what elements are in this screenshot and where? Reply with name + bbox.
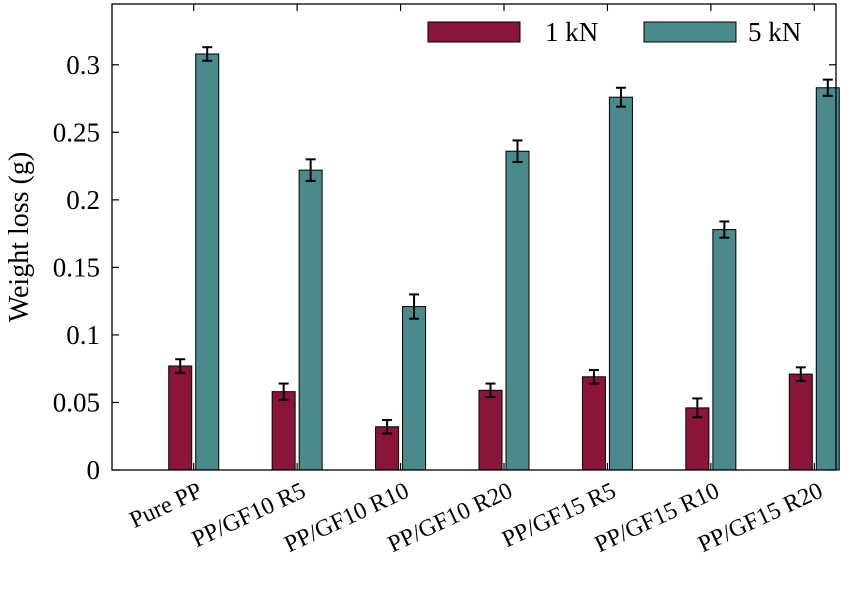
bar-5kn [402,306,427,471]
bar-1kn [581,376,606,471]
plot-frame [111,3,837,471]
y-tick-label: 0.1 [66,320,100,350]
y-tick-label: 0.05 [53,387,100,417]
bar-1kn [788,373,813,471]
bar-5kn [505,150,530,471]
bar-5kn [195,53,220,471]
y-axis-label: Weight loss (g) [4,152,35,322]
bar-5kn [608,96,633,471]
y-axis-ticks: 0 0.05 0.1 0.15 0.2 0.25 0.3 [53,50,836,485]
legend-label-1kn: 1 kN [545,17,598,47]
y-tick-label: 0.3 [66,50,100,80]
bar-1kn [168,365,193,471]
bars-group [168,53,840,471]
y-tick-label: 0 [87,455,101,485]
error-bars-group [175,46,833,435]
legend-label-5kn: 5 kN [748,17,801,47]
bar-5kn [712,229,737,471]
legend-swatch-1kn [427,21,521,43]
y-tick-label: 0.2 [66,185,100,215]
bar-5kn [298,169,323,471]
y-tick-label: 0.25 [53,117,100,147]
bar-1kn [478,389,503,471]
y-tick-label: 0.15 [53,252,100,282]
legend: 1 kN 5 kN [427,17,801,47]
category-label: Pure PP [126,478,206,534]
bar-1kn [271,391,296,471]
legend-swatch-5kn [643,21,737,43]
